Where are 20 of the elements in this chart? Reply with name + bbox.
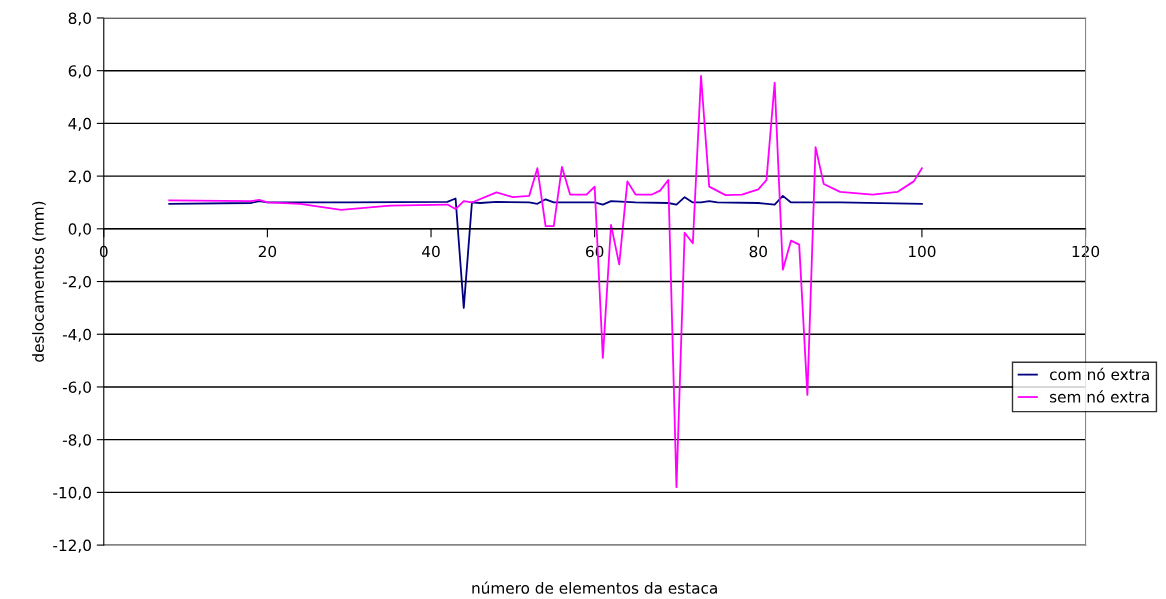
y-tick-label: 2,0 — [68, 170, 91, 184]
x-axis-title: número de elementos da estaca — [472, 581, 717, 594]
y-tick-label: -8,0 — [62, 434, 91, 448]
legend-label: sem nó extra — [1049, 390, 1149, 403]
y-tick-label: -2,0 — [62, 276, 91, 290]
x-tick-label: 120 — [1072, 245, 1100, 258]
y-tick-label: 4,0 — [68, 117, 91, 131]
y-axis-title: deslocamentos (mm) — [32, 201, 46, 362]
y-tick-label: -12,0 — [53, 539, 91, 553]
y-tick-label: 8,0 — [68, 12, 91, 26]
x-tick-label: 80 — [749, 245, 767, 258]
y-tick-label: 0,0 — [68, 223, 91, 237]
y-tick-label: 6,0 — [68, 65, 91, 79]
y-tick-label: -4,0 — [62, 328, 91, 342]
x-tick-label: 100 — [909, 245, 936, 258]
x-tick-label: 40 — [422, 245, 440, 258]
y-tick-label: -10,0 — [53, 486, 91, 500]
y-tick-label: -6,0 — [62, 381, 91, 395]
x-tick-label: 20 — [258, 245, 277, 258]
legend-label: com nó extra — [1050, 367, 1149, 381]
